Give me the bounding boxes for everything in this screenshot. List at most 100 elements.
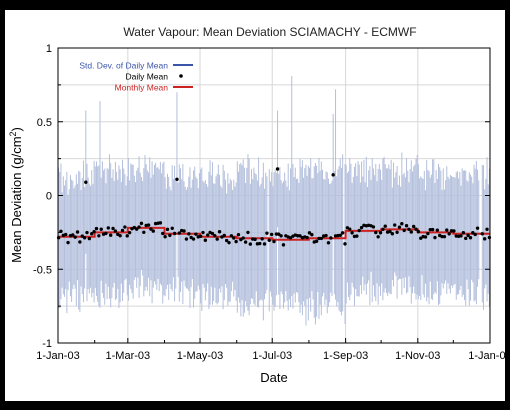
y-axis-label: Mean Deviation (g/cm2) <box>8 127 24 263</box>
daily-mean-point <box>232 236 236 240</box>
daily-mean-point <box>194 232 198 236</box>
daily-mean-point <box>388 229 392 234</box>
daily-mean-point <box>480 232 485 236</box>
daily-mean-point <box>182 229 186 233</box>
daily-mean-point <box>277 232 281 236</box>
daily-mean-point <box>217 230 222 234</box>
daily-mean-point <box>142 230 146 234</box>
daily-mean-point <box>158 221 163 225</box>
monthly-mean-step <box>58 226 490 241</box>
daily-mean-point <box>106 226 111 230</box>
daily-mean-point <box>395 230 399 234</box>
daily-mean-point <box>428 227 432 232</box>
daily-mean-point <box>149 227 153 231</box>
daily-mean-point <box>468 235 473 240</box>
daily-mean-point <box>84 180 88 184</box>
daily-mean-point <box>161 231 165 236</box>
daily-mean-point <box>471 231 475 235</box>
daily-mean-point <box>383 224 387 228</box>
daily-mean-point <box>163 235 167 239</box>
daily-mean-point <box>222 233 226 238</box>
daily-mean-point <box>253 237 257 242</box>
daily-mean-point <box>298 234 302 238</box>
daily-mean-point <box>243 240 248 244</box>
daily-mean-point <box>172 231 177 236</box>
daily-mean-point <box>177 231 182 235</box>
daily-mean-point <box>210 231 215 236</box>
daily-mean-point <box>393 223 397 227</box>
x-tick-label: 1-Mar-03 <box>106 350 151 362</box>
daily-mean-point <box>475 226 480 230</box>
legend-label: Std. Dev. of Daily Mean <box>79 61 168 71</box>
daily-mean-point <box>343 242 347 246</box>
daily-mean-point <box>409 230 413 234</box>
daily-mean-point <box>187 232 191 236</box>
daily-mean-point <box>466 233 470 238</box>
daily-mean-point <box>246 230 250 235</box>
daily-mean-point <box>461 230 466 235</box>
y-tick-label: 0 <box>46 191 52 203</box>
daily-mean-point <box>108 233 113 237</box>
chart-svg: Water Vapour: Mean Deviation SCIAMACHY -… <box>8 25 505 385</box>
daily-mean-point <box>355 234 359 238</box>
daily-mean-point <box>229 234 234 238</box>
daily-mean-point <box>73 235 77 239</box>
daily-mean-point <box>94 226 99 231</box>
daily-mean-point <box>82 236 87 240</box>
daily-mean-point <box>359 225 364 230</box>
axis-ticks: 1-Jan-03 1-Mar-03 1-May-03 1-Jul-03 1-Sep-03… <box>33 43 505 362</box>
daily-mean-point <box>435 228 440 232</box>
daily-mean-point <box>241 236 245 240</box>
daily-mean-point <box>269 232 274 237</box>
daily-mean-point <box>265 231 269 235</box>
y-tick-label: 0.5 <box>37 117 52 129</box>
y-tick-label: -1 <box>42 338 52 350</box>
daily-mean-point <box>447 232 451 236</box>
x-tick-label: 1-Jan-03 <box>36 350 79 362</box>
x-axis-label: Date <box>260 370 287 385</box>
daily-mean-point <box>66 240 70 245</box>
daily-mean-point <box>433 235 437 240</box>
daily-mean-point <box>485 227 489 231</box>
daily-mean-point <box>307 231 312 235</box>
x-tick-label: 1-Jan-04 <box>468 350 505 362</box>
daily-mean-point <box>63 232 68 237</box>
daily-mean-point <box>414 227 418 231</box>
daily-mean-point <box>201 230 205 235</box>
daily-mean-point <box>324 233 328 238</box>
daily-mean-point <box>381 227 385 232</box>
daily-mean-point <box>331 173 335 177</box>
daily-mean-point <box>75 230 80 234</box>
daily-mean-point <box>90 231 94 236</box>
x-tick-label: 1-Nov-03 <box>395 350 440 362</box>
daily-mean-point <box>99 227 103 231</box>
daily-mean-point <box>215 237 219 241</box>
daily-mean-point <box>487 235 492 240</box>
daily-mean-point <box>400 221 404 226</box>
daily-mean-point <box>175 177 179 181</box>
daily-mean-point <box>198 234 203 238</box>
daily-mean-point <box>165 227 170 232</box>
daily-mean-point <box>224 238 229 243</box>
daily-mean-point <box>184 237 189 241</box>
daily-mean-point <box>340 231 345 235</box>
daily-mean-point <box>125 234 129 238</box>
x-tick-label: 1-Sep-03 <box>323 350 368 362</box>
daily-mean-point <box>407 227 411 232</box>
daily-mean-point <box>376 235 380 239</box>
daily-mean-point <box>326 241 331 245</box>
daily-mean-point <box>402 228 406 233</box>
daily-mean-point <box>135 227 139 231</box>
daily-mean-point <box>227 240 231 245</box>
daily-mean-point <box>378 231 383 235</box>
y-tick-label: -0.5 <box>33 264 52 276</box>
daily-mean-point <box>260 237 264 241</box>
daily-mean-point <box>275 167 280 171</box>
daily-mean-point <box>397 225 402 229</box>
daily-mean-point <box>146 223 151 227</box>
daily-mean-point <box>234 239 238 244</box>
daily-mean-point <box>78 240 82 244</box>
legend-swatch-daily <box>179 74 183 78</box>
daily-mean-point <box>168 233 172 238</box>
